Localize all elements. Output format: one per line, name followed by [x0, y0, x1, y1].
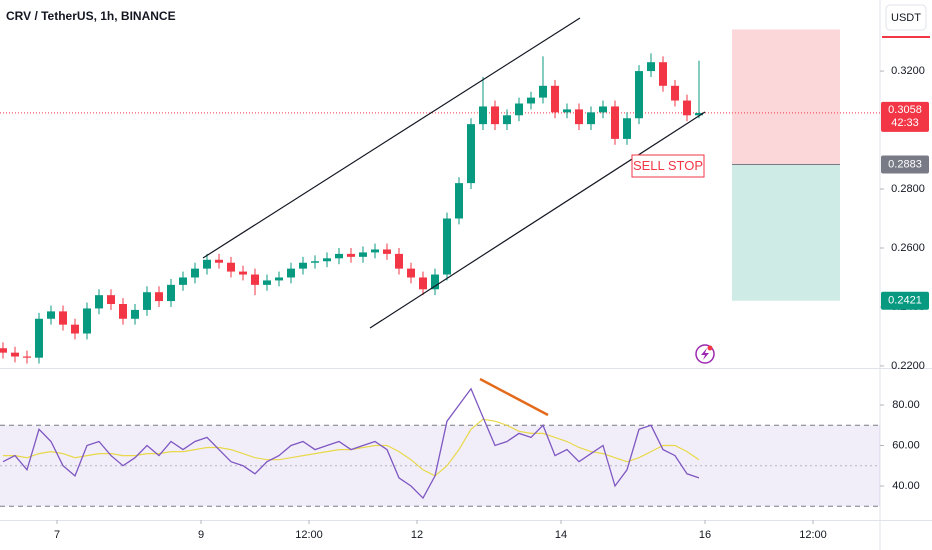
candle-body [275, 277, 284, 281]
candle-body [251, 274, 260, 285]
candle-body [575, 109, 584, 125]
candle-body [131, 309, 140, 319]
candle-body [371, 249, 380, 253]
x-tick-label: 14 [555, 529, 567, 541]
candle-body [227, 262, 236, 272]
y-tick-label: 0.2200 [891, 360, 925, 372]
chart-title: CRV / TetherUS, 1h, BINANCE [6, 9, 176, 23]
alert-bolt [701, 348, 709, 360]
candle-body [671, 85, 680, 101]
candle-body [107, 295, 116, 305]
candle-body [287, 268, 296, 278]
entry-tag [881, 155, 929, 174]
candle-body [11, 352, 20, 357]
y-tick-label: 0.3200 [891, 65, 925, 77]
target-tag [881, 291, 929, 310]
alert-dot [707, 345, 713, 351]
candle-body [407, 268, 416, 278]
channel-lower [369, 111, 706, 329]
x-tick-label: 12:00 [799, 529, 827, 541]
candle-body [215, 259, 224, 263]
candle-body [167, 284, 176, 302]
candle-body [431, 274, 440, 290]
x-tick-label: 12:00 [295, 529, 323, 541]
last-price-tag [881, 101, 929, 132]
currency-button[interactable] [885, 4, 927, 31]
countdown: 42:33 [891, 117, 919, 129]
candle-body [311, 261, 320, 263]
candle-body [191, 268, 200, 278]
candle-body [467, 124, 476, 184]
candle-body [239, 271, 248, 275]
candle-body [659, 62, 668, 86]
candle-body [527, 97, 536, 104]
candle-body [23, 356, 32, 358]
x-tick-label: 16 [699, 529, 711, 541]
candle-body [323, 258, 332, 262]
candle-body [359, 252, 368, 257]
last-price-label: 0.3058 [888, 104, 922, 116]
candle-body [203, 259, 212, 269]
candle-body [599, 106, 608, 113]
target-label: 0.2421 [888, 295, 922, 307]
candle-body [95, 295, 104, 309]
divergence-line [479, 377, 549, 417]
x-tick-label: 9 [198, 529, 204, 541]
candle-body [119, 304, 128, 319]
candle-body [35, 318, 44, 358]
candle-body [647, 62, 656, 72]
candle-body [143, 292, 152, 310]
candle-body [59, 311, 68, 325]
annotation: SELL STOP [633, 158, 703, 173]
y-tick-label: 40.00 [892, 480, 920, 492]
currency-label[interactable]: USDT [891, 12, 921, 24]
y-tick-label: 0.2800 [891, 183, 925, 195]
candle-body [155, 292, 164, 302]
candle-body [419, 277, 428, 290]
candle-body [539, 85, 548, 98]
y-tick-label: 0.2600 [891, 242, 925, 254]
candle-body [611, 106, 620, 139]
candle-body [443, 218, 452, 275]
candle-body [635, 71, 644, 119]
candle-body [299, 262, 308, 269]
candle-body [563, 109, 572, 113]
reward-zone [732, 164, 840, 301]
candle-body [551, 85, 560, 113]
annotation-box [631, 154, 705, 178]
candle-body [455, 183, 464, 219]
candle-body [47, 311, 56, 319]
y-tick-label: 80.00 [892, 399, 920, 411]
candle-body [71, 324, 80, 334]
rsi-line [2, 387, 700, 500]
candle-body [587, 112, 596, 125]
x-tick-label: 7 [54, 529, 60, 541]
candle-body [83, 308, 92, 334]
candle-body [347, 253, 356, 257]
candle-body [695, 112, 704, 116]
candle-body [383, 249, 392, 254]
y-tick-label: 60.00 [892, 439, 920, 451]
candle-body [0, 348, 8, 353]
candle-body [683, 100, 692, 116]
candle-body [479, 106, 488, 125]
channel-upper [202, 17, 581, 259]
candle-body [335, 253, 344, 259]
x-tick-label: 12 [411, 529, 423, 541]
candle-body [179, 277, 188, 285]
entry-label: 0.2883 [888, 158, 922, 170]
candle-body [503, 115, 512, 125]
candle-body [491, 106, 500, 125]
candle-body [623, 118, 632, 139]
candle-body [395, 253, 404, 269]
risk-zone [732, 29, 840, 165]
candle-body [515, 103, 524, 116]
candle-body [263, 280, 272, 285]
